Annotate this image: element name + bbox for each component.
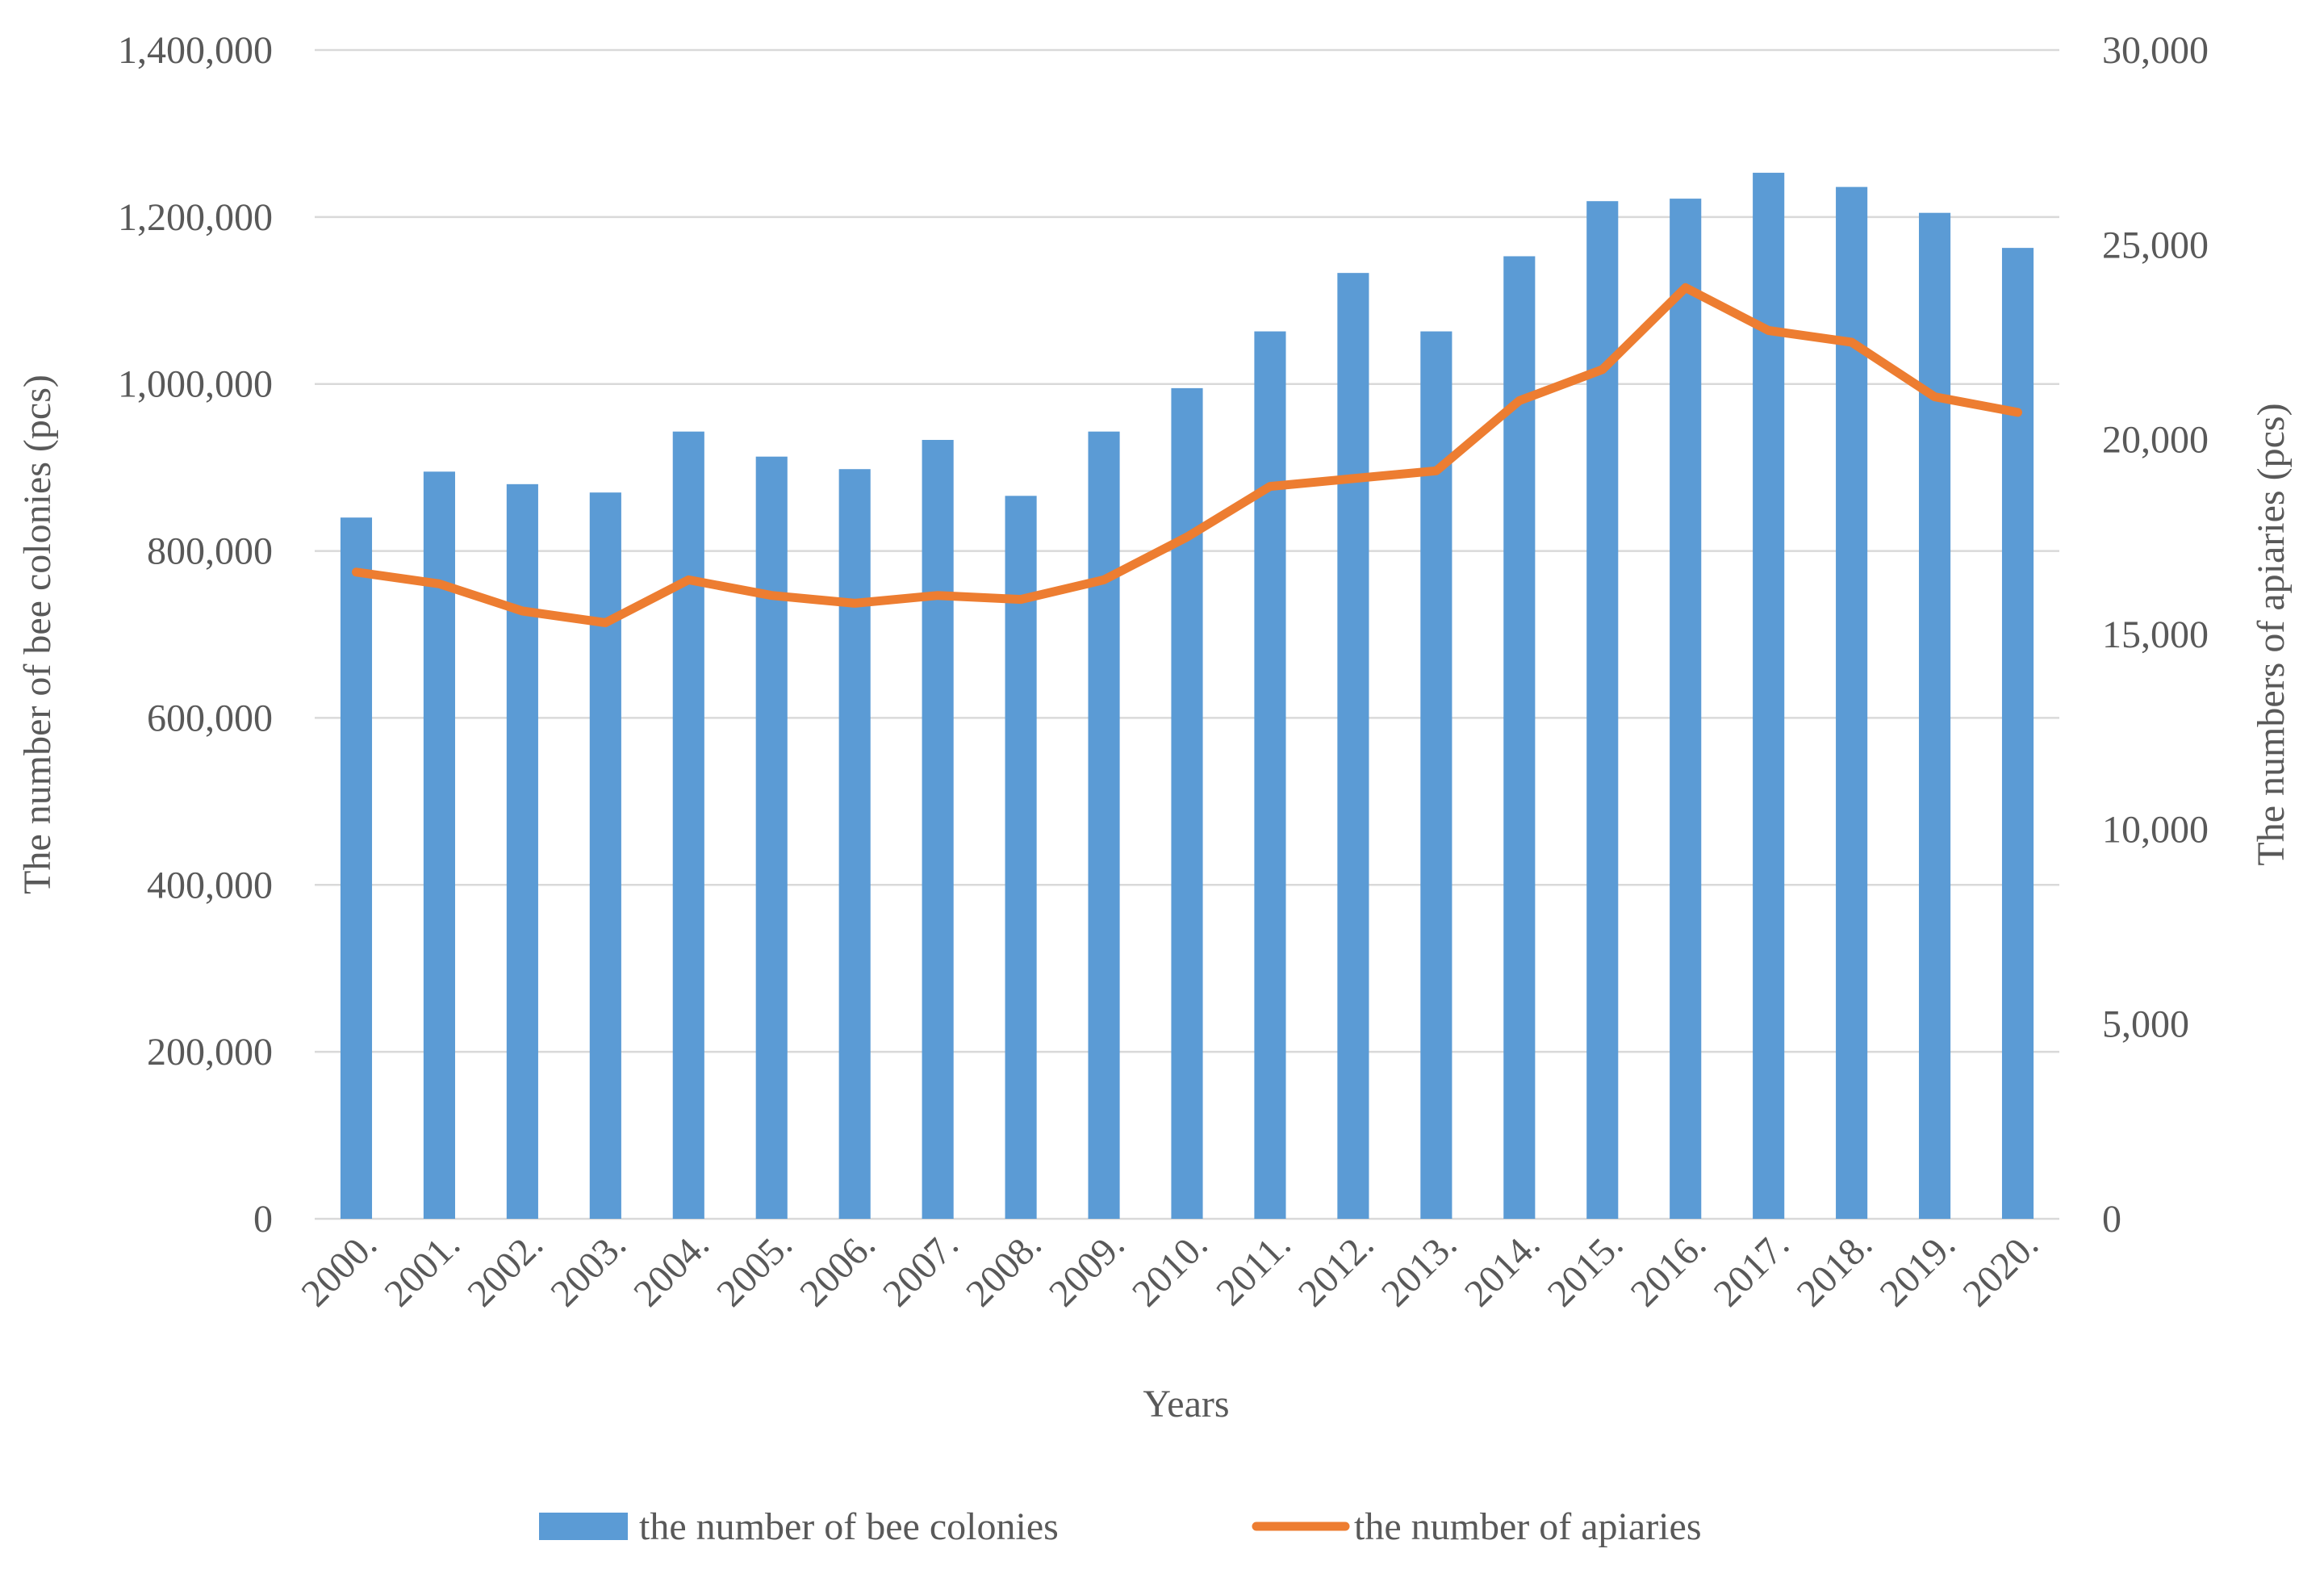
bar	[1753, 173, 1785, 1219]
right-tick-label: 15,000	[2102, 613, 2209, 656]
bar	[1503, 256, 1536, 1220]
bar	[2001, 248, 2034, 1219]
x-tick-label: 2000.	[293, 1223, 385, 1315]
x-axis-title: Years	[1143, 1383, 1229, 1425]
right-tick-label: 20,000	[2102, 419, 2209, 462]
bar	[1420, 331, 1452, 1219]
x-tick-label: 2004.	[625, 1223, 717, 1315]
x-tick-label: 2010.	[1124, 1223, 1216, 1315]
x-tick-label: 2018.	[1789, 1223, 1881, 1315]
x-tick-label: 2016.	[1623, 1223, 1715, 1315]
x-tick-label: 2008.	[958, 1223, 1050, 1315]
bar	[1337, 273, 1369, 1219]
x-tick-label: 2002.	[459, 1223, 551, 1315]
bar	[1088, 431, 1120, 1219]
x-tick-label: 2012.	[1290, 1223, 1382, 1315]
x-tick-label: 2005.	[708, 1223, 800, 1315]
bar	[672, 431, 704, 1219]
right-tick-label: 0	[2102, 1198, 2121, 1241]
right-tick-label: 30,000	[2102, 29, 2209, 72]
right-axis-ticks: 0 5,000 10,000 15,000 20,000 25,000 30,000	[2102, 29, 2209, 1241]
x-axis-ticks: 2000.2001.2002.2003.2004.2005.2006.2007.…	[293, 1223, 2046, 1315]
line-series-apiaries	[352, 283, 2022, 627]
x-tick-label: 2014.	[1457, 1223, 1549, 1315]
right-tick-label: 25,000	[2102, 224, 2209, 266]
bar	[838, 469, 871, 1219]
bar	[1670, 199, 1702, 1219]
x-tick-label: 2015.	[1540, 1223, 1632, 1315]
left-tick-label: 0	[253, 1198, 273, 1241]
x-tick-label: 2017.	[1706, 1223, 1798, 1315]
bar	[506, 483, 538, 1219]
left-tick-label: 200,000	[147, 1031, 273, 1074]
bar	[423, 471, 455, 1219]
left-axis-ticks: 0 200,000 400,000 600,000 800,000 1,000,000 1,…	[118, 29, 273, 1241]
x-tick-label: 2013.	[1373, 1223, 1465, 1315]
left-tick-label: 1,000,000	[118, 363, 273, 406]
bar	[1254, 331, 1286, 1219]
bar	[589, 492, 621, 1219]
x-tick-label: 2011.	[1208, 1223, 1299, 1314]
legend-label-bee-colonies: the number of bee colonies	[639, 1505, 1059, 1548]
bar	[922, 440, 954, 1219]
x-tick-label: 2006.	[792, 1223, 884, 1315]
line-apiaries	[352, 283, 2022, 627]
bar	[1005, 496, 1037, 1219]
right-tick-label: 10,000	[2102, 808, 2209, 851]
bar-series-bee-colonies	[340, 173, 2034, 1220]
x-tick-label: 2003.	[542, 1223, 634, 1315]
x-tick-label: 2007.	[875, 1223, 967, 1315]
left-tick-label: 400,000	[147, 864, 273, 906]
bar	[1836, 186, 1868, 1220]
x-tick-label: 2009.	[1041, 1223, 1133, 1315]
right-tick-label: 5,000	[2102, 1003, 2189, 1046]
x-tick-label: 2001.	[376, 1223, 468, 1315]
left-axis-title: The number of bee colonies (pcs)	[16, 375, 59, 894]
bar	[1919, 212, 1951, 1220]
legend-label-apiaries: the number of apiaries	[1354, 1505, 1702, 1548]
x-tick-label: 2019.	[1872, 1223, 1964, 1315]
bar	[755, 456, 788, 1219]
legend: the number of bee colonies the number of…	[539, 1505, 1702, 1548]
legend-swatch-bee-colonies	[539, 1513, 628, 1540]
left-tick-label: 600,000	[147, 697, 273, 739]
bar	[1171, 387, 1203, 1219]
left-tick-label: 1,200,000	[118, 196, 273, 239]
x-tick-label: 2020.	[1954, 1223, 2046, 1315]
left-tick-label: 1,400,000	[118, 29, 273, 72]
left-tick-label: 800,000	[147, 530, 273, 573]
right-axis-title: The numbers of apiaries (pcs)	[2250, 403, 2293, 865]
bar	[340, 517, 373, 1219]
